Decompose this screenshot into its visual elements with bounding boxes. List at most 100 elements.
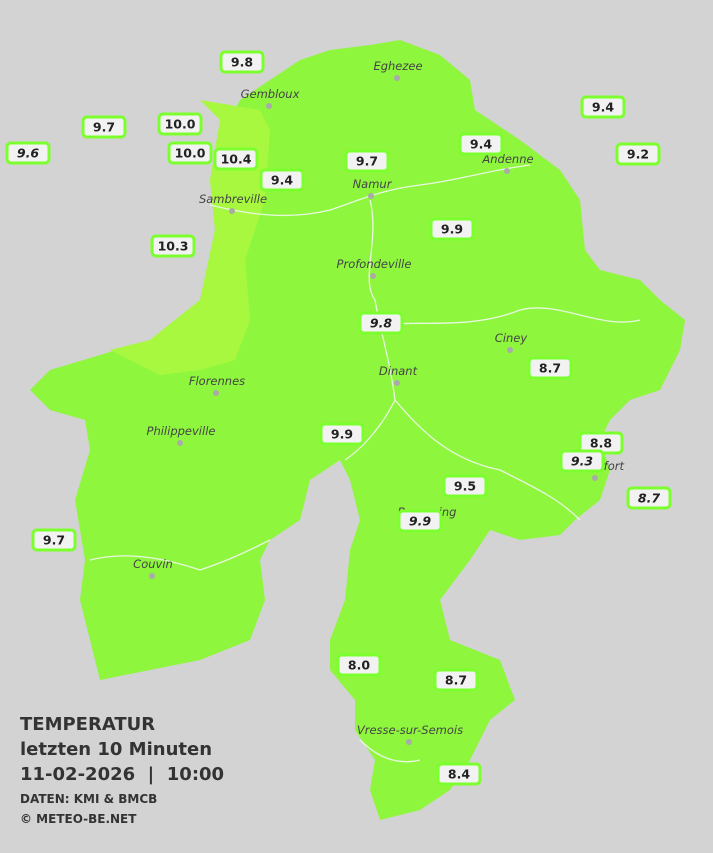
legend-source: DATEN: KMI & BMCB — [20, 792, 157, 806]
legend-timestamp: 11-02-2026 | 10:00 — [20, 764, 224, 785]
city-label: Namur — [353, 177, 393, 191]
city-dot — [370, 273, 376, 279]
station-value: 9.4 — [592, 100, 614, 115]
station-value: 9.3 — [571, 454, 593, 469]
station-value: 9.9 — [409, 514, 431, 529]
station: 9.8 — [219, 50, 265, 74]
station-box — [259, 168, 305, 192]
station-box — [336, 653, 382, 677]
station-value: 8.7 — [638, 491, 660, 506]
station-box — [429, 217, 475, 241]
city-label: Profondeville — [337, 257, 412, 271]
station-value: 8.7 — [539, 361, 561, 376]
station-box — [397, 509, 443, 533]
legend-copyright: © METEO-BE.NET — [20, 812, 137, 826]
city-dot — [394, 75, 400, 81]
station: 9.7 — [344, 149, 390, 173]
city-label: Eghezee — [373, 59, 422, 73]
station-box — [213, 147, 259, 171]
station: 10.3 — [150, 234, 196, 258]
station-box — [81, 115, 127, 139]
station-box — [344, 149, 390, 173]
station-box — [527, 356, 573, 380]
station-value: 9.4 — [470, 137, 492, 152]
legend-subtitle: letzten 10 Minuten — [20, 739, 212, 760]
river — [89, 539, 271, 571]
station-value: 9.8 — [231, 55, 253, 70]
station: 9.6 — [5, 141, 51, 165]
city-label: Philippeville — [147, 424, 216, 438]
station: 10.0 — [167, 141, 213, 165]
river — [344, 199, 396, 461]
city-dot — [368, 193, 374, 199]
station-box — [219, 50, 265, 74]
station: 9.7 — [31, 528, 77, 552]
city-dot — [213, 390, 219, 396]
station-box — [157, 112, 203, 136]
station-box — [580, 95, 626, 119]
city-dot — [394, 380, 400, 386]
station-box — [358, 311, 404, 335]
station: 9.5 — [442, 474, 488, 498]
city-dot — [406, 739, 412, 745]
station: 9.4 — [458, 132, 504, 156]
station-box — [626, 486, 672, 510]
city-label: Gembloux — [241, 87, 300, 101]
city-dot — [266, 103, 272, 109]
station-value: 9.8 — [370, 316, 392, 331]
station-box — [5, 141, 51, 165]
station-value: 9.4 — [271, 173, 293, 188]
legend: TEMPERATUR letzten 10 Minuten 11-02-2026… — [20, 714, 224, 826]
station: 8.7 — [527, 356, 573, 380]
station: 9.4 — [259, 168, 305, 192]
station: 9.9 — [397, 509, 443, 533]
station: 8.7 — [626, 486, 672, 510]
station-value: 8.4 — [448, 767, 470, 782]
station-value: 10.3 — [158, 239, 189, 254]
river — [394, 399, 581, 521]
city-label: Sambreville — [199, 192, 267, 206]
station-value: 8.8 — [590, 436, 612, 451]
station-box — [559, 449, 605, 473]
city-dot — [149, 573, 155, 579]
station-box — [167, 141, 213, 165]
station: 9.8 — [358, 311, 404, 335]
legend-title: TEMPERATUR — [20, 714, 155, 735]
station-box — [458, 132, 504, 156]
station-box — [150, 234, 196, 258]
station: 9.3 — [559, 449, 605, 473]
station-value: 9.7 — [43, 533, 65, 548]
rivers — [89, 164, 641, 763]
station-value: 10.0 — [175, 146, 206, 161]
city-dot — [592, 475, 598, 481]
city-dot — [177, 440, 183, 446]
station-value: 9.5 — [454, 479, 476, 494]
city-label: Florennes — [189, 374, 245, 388]
station-box — [433, 668, 479, 692]
city-dot — [229, 208, 235, 214]
station-value: 9.7 — [356, 154, 378, 169]
city-label: Dinant — [379, 364, 418, 378]
river — [359, 739, 421, 763]
stations: 9.8 9.7 10.0 9.6 10.0 10.4 9.4 9.7 9.4 9.4 9.2 9.9 1… — [5, 50, 672, 786]
station: 8.0 — [336, 653, 382, 677]
station-box — [615, 142, 661, 166]
city-label: Vresse-sur-Semois — [357, 723, 463, 737]
station-value: 9.6 — [17, 146, 39, 161]
station-box — [442, 474, 488, 498]
station-value: 10.0 — [165, 117, 196, 132]
city-label: Couvin — [133, 557, 173, 571]
river — [209, 164, 531, 217]
station-box — [31, 528, 77, 552]
city-dot — [504, 168, 510, 174]
station-box — [319, 422, 365, 446]
station-value: 9.9 — [331, 427, 353, 442]
city-dot — [507, 347, 513, 353]
station-value: 8.7 — [445, 673, 467, 688]
station: 9.9 — [319, 422, 365, 446]
station: 9.7 — [81, 115, 127, 139]
station-value: 10.4 — [221, 152, 252, 167]
station: 9.9 — [429, 217, 475, 241]
station: 10.0 — [157, 112, 203, 136]
